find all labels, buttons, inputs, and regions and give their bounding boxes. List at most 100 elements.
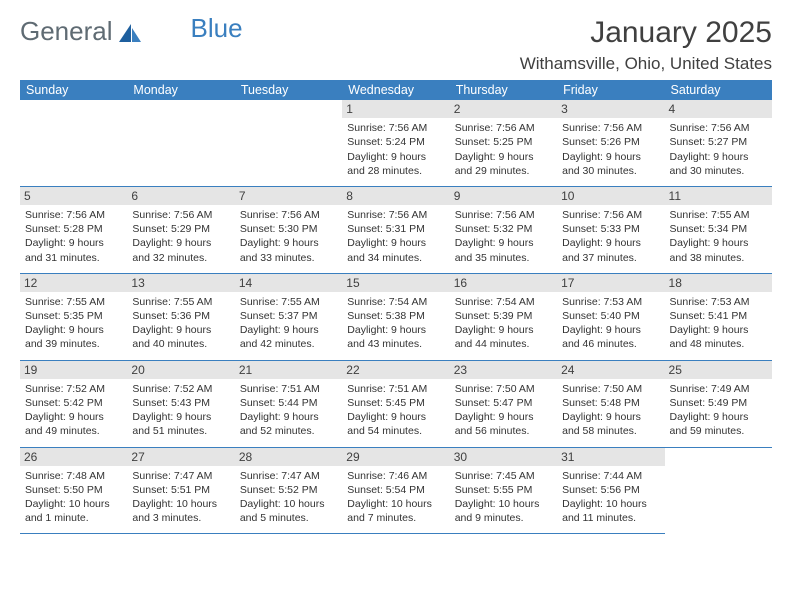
sunrise-text: Sunrise: 7:50 AM (455, 382, 552, 396)
sunset-text: Sunset: 5:33 PM (562, 222, 659, 236)
sunset-text: Sunset: 5:32 PM (455, 222, 552, 236)
day-cell: 7 Sunrise: 7:56 AMSunset: 5:30 PMDaylight… (235, 186, 342, 273)
day-number: 7 (235, 187, 342, 205)
day-number: 12 (20, 274, 127, 292)
day-number: 3 (557, 100, 664, 118)
sunset-text: Sunset: 5:37 PM (240, 309, 337, 323)
day-number: 23 (450, 361, 557, 379)
brand-logo: General Blue (20, 16, 243, 47)
day-cell: 3Sunrise: 7:56 AMSunset: 5:26 PMDaylight… (557, 100, 664, 186)
sunset-text: Sunset: 5:25 PM (455, 135, 552, 149)
daylight-text: Daylight: 9 hours and 43 minutes. (347, 323, 444, 351)
day-cell: 12Sunrise: 7:55 AMSunset: 5:35 PMDayligh… (20, 273, 127, 360)
empty-cell (127, 100, 234, 186)
day-number: 14 (235, 274, 342, 292)
day-cell: 24Sunrise: 7:50 AMSunset: 5:48 PMDayligh… (557, 360, 664, 447)
sunset-text: Sunset: 5:40 PM (562, 309, 659, 323)
daylight-text: Daylight: 9 hours and 35 minutes. (455, 236, 552, 264)
day-cell: 16Sunrise: 7:54 AMSunset: 5:39 PMDayligh… (450, 273, 557, 360)
sunset-text: Sunset: 5:43 PM (132, 396, 229, 410)
daylight-text: Daylight: 9 hours and 42 minutes. (240, 323, 337, 351)
sunset-text: Sunset: 5:42 PM (25, 396, 122, 410)
day-number: 31 (557, 448, 664, 466)
sunset-text: Sunset: 5:50 PM (25, 483, 122, 497)
sunset-text: Sunset: 5:28 PM (25, 222, 122, 236)
sunrise-text: Sunrise: 7:44 AM (562, 469, 659, 483)
day-cell: 1Sunrise: 7:56 AMSunset: 5:24 PMDaylight… (342, 100, 449, 186)
daylight-text: Daylight: 9 hours and 54 minutes. (347, 410, 444, 438)
sunrise-text: Sunrise: 7:56 AM (670, 121, 767, 135)
page-header: General Blue January 2025 Withamsville, … (20, 16, 772, 74)
sunset-text: Sunset: 5:55 PM (455, 483, 552, 497)
daylight-text: Daylight: 10 hours and 3 minutes. (132, 497, 229, 525)
day-number: 24 (557, 361, 664, 379)
brand-name-2: Blue (191, 13, 243, 44)
daylight-text: Daylight: 10 hours and 7 minutes. (347, 497, 444, 525)
day-number: 25 (665, 361, 772, 379)
sunset-text: Sunset: 5:48 PM (562, 396, 659, 410)
day-cell: 10Sunrise: 7:56 AMSunset: 5:33 PMDayligh… (557, 186, 664, 273)
calendar-head: SundayMondayTuesdayWednesdayThursdayFrid… (20, 80, 772, 100)
sunset-text: Sunset: 5:26 PM (562, 135, 659, 149)
sunset-text: Sunset: 5:36 PM (132, 309, 229, 323)
weekday-header: Tuesday (235, 80, 342, 100)
sunrise-text: Sunrise: 7:56 AM (562, 121, 659, 135)
sunrise-text: Sunrise: 7:45 AM (455, 469, 552, 483)
daylight-text: Daylight: 9 hours and 51 minutes. (132, 410, 229, 438)
daylight-text: Daylight: 9 hours and 39 minutes. (25, 323, 122, 351)
location-subtitle: Withamsville, Ohio, United States (520, 54, 772, 74)
sunrise-text: Sunrise: 7:55 AM (132, 295, 229, 309)
daylight-text: Daylight: 9 hours and 33 minutes. (240, 236, 337, 264)
daylight-text: Daylight: 9 hours and 52 minutes. (240, 410, 337, 438)
calendar-row: 26Sunrise: 7:48 AMSunset: 5:50 PMDayligh… (20, 447, 772, 534)
sunrise-text: Sunrise: 7:56 AM (240, 208, 337, 222)
day-number: 22 (342, 361, 449, 379)
day-number: 13 (127, 274, 234, 292)
sunset-text: Sunset: 5:24 PM (347, 135, 444, 149)
daylight-text: Daylight: 10 hours and 11 minutes. (562, 497, 659, 525)
daylight-text: Daylight: 9 hours and 44 minutes. (455, 323, 552, 351)
day-number: 8 (342, 187, 449, 205)
sunrise-text: Sunrise: 7:56 AM (455, 208, 552, 222)
sunset-text: Sunset: 5:47 PM (455, 396, 552, 410)
day-number: 11 (665, 187, 772, 205)
day-number: 4 (665, 100, 772, 118)
sunset-text: Sunset: 5:30 PM (240, 222, 337, 236)
sunrise-text: Sunrise: 7:55 AM (25, 295, 122, 309)
day-cell: 9Sunrise: 7:56 AMSunset: 5:32 PMDaylight… (450, 186, 557, 273)
sunset-text: Sunset: 5:49 PM (670, 396, 767, 410)
sunset-text: Sunset: 5:39 PM (455, 309, 552, 323)
day-cell: 17Sunrise: 7:53 AMSunset: 5:40 PMDayligh… (557, 273, 664, 360)
day-number: 6 (127, 187, 234, 205)
empty-cell (20, 100, 127, 186)
day-cell: 18Sunrise: 7:53 AMSunset: 5:41 PMDayligh… (665, 273, 772, 360)
sunrise-text: Sunrise: 7:46 AM (347, 469, 444, 483)
title-block: January 2025 Withamsville, Ohio, United … (520, 16, 772, 74)
daylight-text: Daylight: 9 hours and 46 minutes. (562, 323, 659, 351)
day-cell: 26Sunrise: 7:48 AMSunset: 5:50 PMDayligh… (20, 447, 127, 534)
sunrise-text: Sunrise: 7:52 AM (132, 382, 229, 396)
sunrise-text: Sunrise: 7:56 AM (455, 121, 552, 135)
day-number: 5 (20, 187, 127, 205)
sunrise-text: Sunrise: 7:56 AM (132, 208, 229, 222)
day-cell: 21Sunrise: 7:51 AMSunset: 5:44 PMDayligh… (235, 360, 342, 447)
day-cell: 20Sunrise: 7:52 AMSunset: 5:43 PMDayligh… (127, 360, 234, 447)
month-title: January 2025 (520, 16, 772, 50)
sunrise-text: Sunrise: 7:56 AM (25, 208, 122, 222)
sunrise-text: Sunrise: 7:51 AM (240, 382, 337, 396)
day-number: 19 (20, 361, 127, 379)
sunset-text: Sunset: 5:29 PM (132, 222, 229, 236)
day-cell: 22Sunrise: 7:51 AMSunset: 5:45 PMDayligh… (342, 360, 449, 447)
calendar-row: 19 Sunrise: 7:52 AM Sunset: 5:42 PM Dayligh… (20, 360, 772, 447)
sunrise-text: Sunrise: 7:55 AM (240, 295, 337, 309)
day-cell: 8Sunrise: 7:56 AMSunset: 5:31 PMDaylight… (342, 186, 449, 273)
weekday-header: Monday (127, 80, 234, 100)
daylight-text: Daylight: 9 hours and 30 minutes. (670, 150, 767, 178)
day-cell: 15Sunrise: 7:54 AMSunset: 5:38 PMDayligh… (342, 273, 449, 360)
calendar-row: 1Sunrise: 7:56 AMSunset: 5:24 PMDaylight… (20, 100, 772, 186)
day-number: 26 (20, 448, 127, 466)
sunrise-text: Sunrise: 7:49 AM (670, 382, 767, 396)
sunset-text: Sunset: 5:38 PM (347, 309, 444, 323)
weekday-header: Thursday (450, 80, 557, 100)
day-cell: 5Sunrise: 7:56 AMSunset: 5:28 PMDaylight… (20, 186, 127, 273)
